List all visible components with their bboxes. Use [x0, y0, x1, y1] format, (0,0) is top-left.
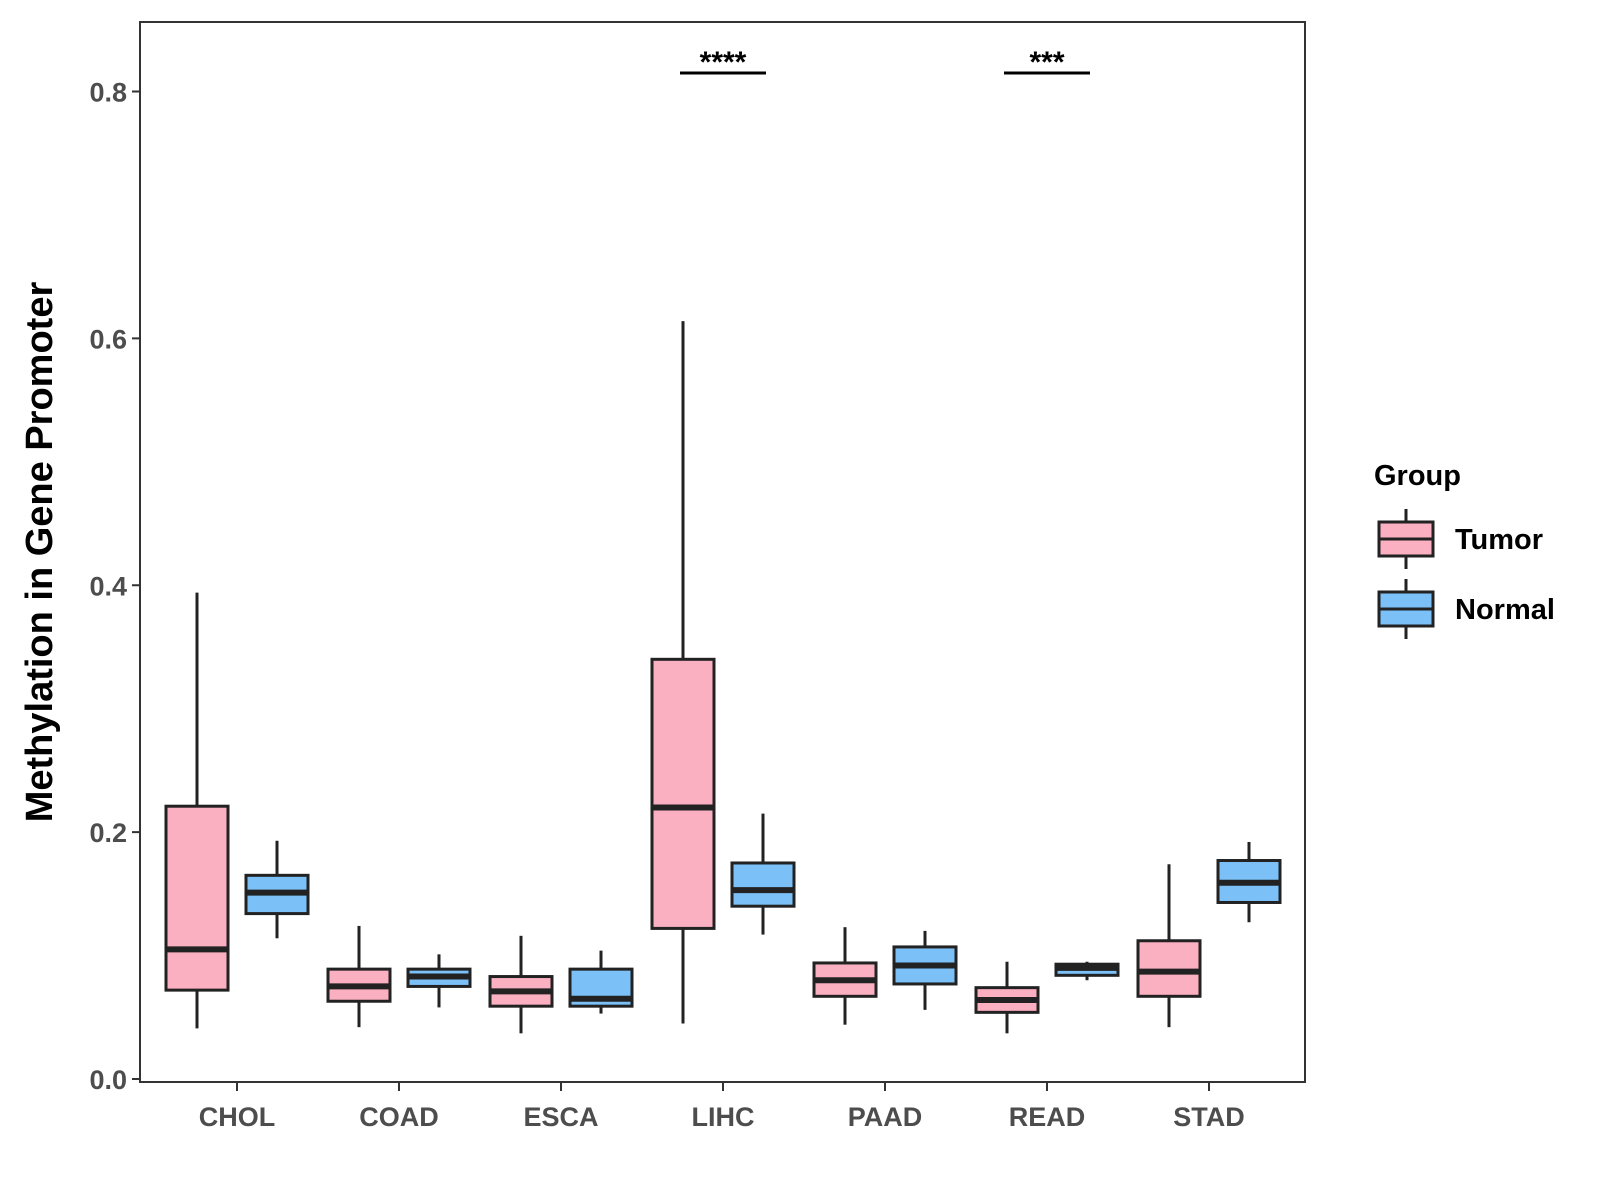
- box-body: [164, 804, 230, 992]
- legend-key-tumor: [1377, 509, 1435, 569]
- x-tick-label-lihc: LIHC: [692, 1102, 755, 1132]
- box-tumor-read: [974, 961, 1040, 1034]
- box-normal-stad: [1216, 842, 1282, 923]
- y-tick-label: 0.0: [89, 1065, 127, 1095]
- box-tumor-coad: [326, 925, 392, 1028]
- x-tick-label-esca: ESCA: [523, 1102, 598, 1132]
- box-tumor-esca: [488, 935, 554, 1034]
- y-axis-title: Methylation in Gene Promoter: [19, 282, 61, 823]
- legend-label-tumor: Tumor: [1455, 524, 1543, 556]
- box-tumor-chol: [164, 592, 230, 1029]
- x-tick-label-paad: PAAD: [848, 1102, 923, 1132]
- box-normal-lihc: [730, 813, 796, 935]
- x-tick-label-stad: STAD: [1173, 1102, 1245, 1132]
- plot-area: **** ***: [164, 46, 1282, 1034]
- legend: Group Tumor Normal: [1374, 460, 1555, 639]
- box-normal-chol: [244, 840, 310, 939]
- x-tick-label-read: READ: [1009, 1102, 1086, 1132]
- y-tick-label: 0.2: [89, 818, 127, 848]
- y-tick-label: 0.6: [89, 324, 127, 354]
- box-body: [1136, 939, 1202, 998]
- box-tumor-paad: [812, 927, 878, 1025]
- legend-title: Group: [1374, 460, 1461, 492]
- legend-label-normal: Normal: [1455, 594, 1555, 626]
- box-body: [650, 657, 716, 930]
- significance-label-read: ***: [1029, 46, 1064, 79]
- box-tumor-stad: [1136, 864, 1202, 1028]
- box-body: [730, 861, 796, 908]
- box-normal-read: [1054, 961, 1120, 981]
- x-tick-label-coad: COAD: [359, 1102, 439, 1132]
- y-tick-label: 0.8: [89, 78, 127, 108]
- y-tick-label: 0.4: [89, 571, 127, 601]
- box-tumor-lihc: [650, 321, 716, 1024]
- legend-key-normal: [1377, 579, 1435, 639]
- box-normal-paad: [892, 930, 958, 1010]
- box-normal-esca: [568, 950, 634, 1014]
- significance-label-lihc: ****: [700, 46, 747, 79]
- axes: 0.0 0.2 0.4 0.6 0.8 CHOL COAD ESCA LIHC PAAD READ S…: [89, 78, 1244, 1133]
- x-tick-label-chol: CHOL: [199, 1102, 276, 1132]
- box-normal-coad: [406, 954, 472, 1008]
